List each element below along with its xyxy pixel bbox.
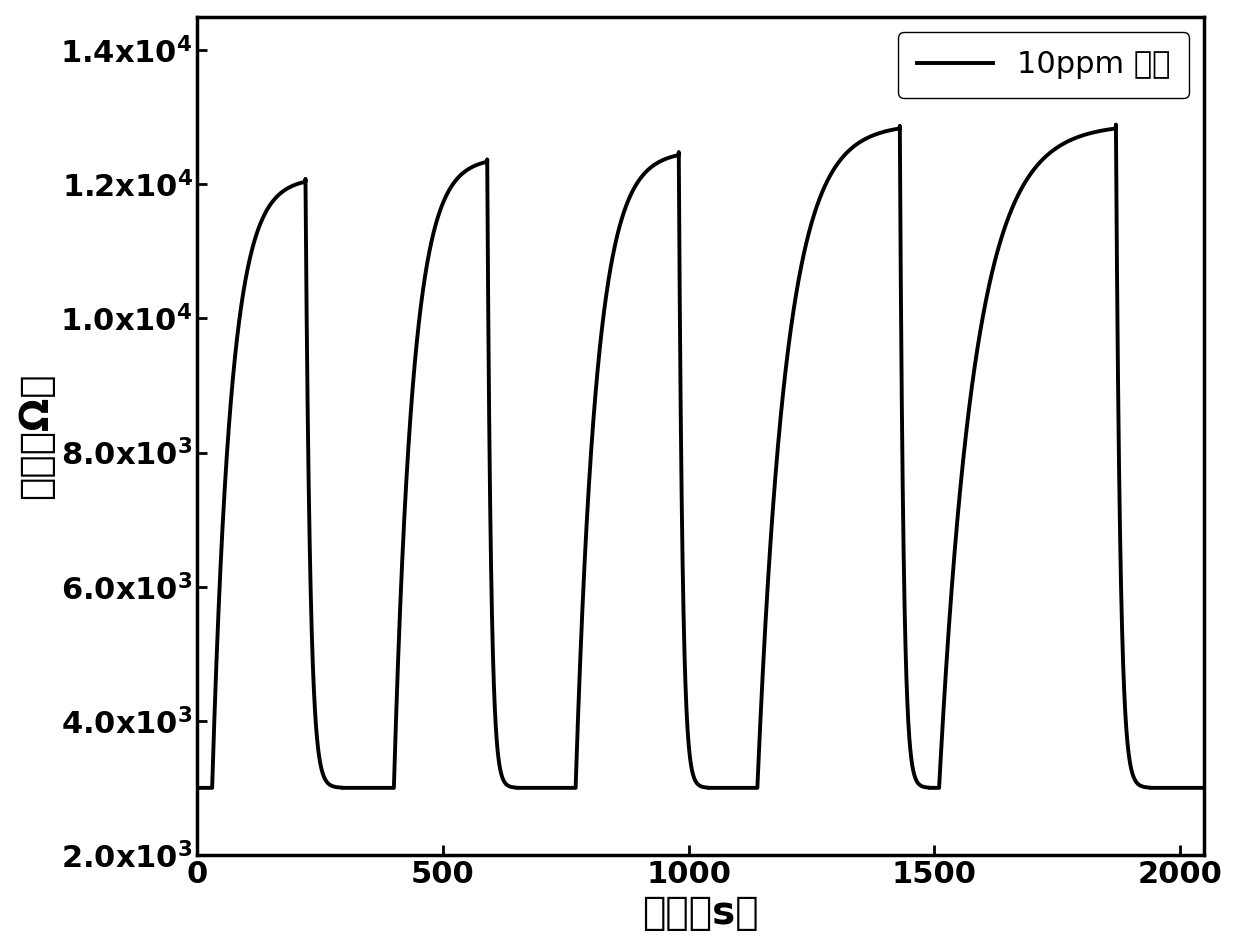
Legend: 10ppm 丙酮: 10ppm 丙酮 bbox=[898, 32, 1189, 98]
X-axis label: 时间（s）: 时间（s） bbox=[642, 894, 759, 932]
Y-axis label: 电阵（Ω）: 电阵（Ω） bbox=[16, 372, 55, 499]
